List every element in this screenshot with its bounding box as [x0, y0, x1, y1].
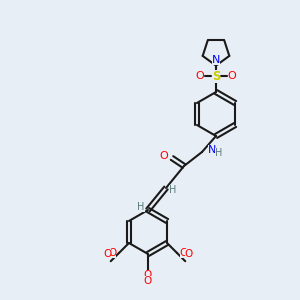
Text: O: O	[144, 276, 152, 286]
Text: H: H	[169, 185, 177, 195]
Text: O: O	[103, 249, 111, 259]
Text: O: O	[180, 248, 188, 258]
Text: S: S	[212, 70, 220, 83]
Text: O: O	[196, 71, 204, 81]
Text: O: O	[108, 248, 116, 258]
Text: O: O	[144, 270, 152, 280]
Text: H: H	[137, 202, 145, 212]
Text: O: O	[160, 151, 168, 161]
Text: O: O	[185, 249, 193, 259]
Text: N: N	[208, 145, 216, 155]
Text: H: H	[215, 148, 222, 158]
Text: N: N	[212, 55, 220, 65]
Text: O: O	[228, 71, 236, 81]
